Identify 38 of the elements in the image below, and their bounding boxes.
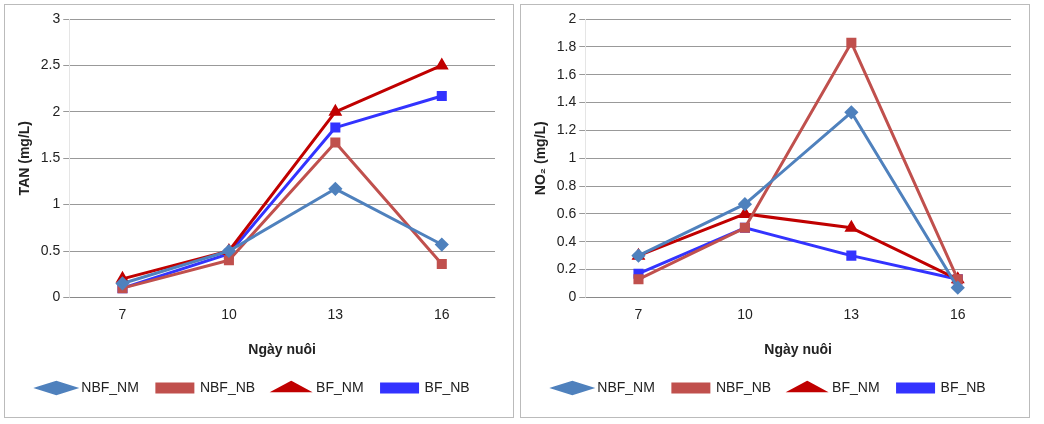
legend-label: BF_NM bbox=[832, 378, 880, 395]
x-tick-label: 10 bbox=[221, 305, 237, 322]
legend-label: BF_NB bbox=[424, 378, 470, 395]
x-axis-title: Ngày nuôi bbox=[248, 341, 316, 358]
legend-label: BF_NB bbox=[940, 378, 986, 395]
y-tick-label: 1.5 bbox=[40, 149, 61, 166]
x-tick-label: 16 bbox=[433, 305, 450, 322]
y-tick-label: 0.2 bbox=[556, 260, 577, 277]
x-tick-label: 10 bbox=[737, 305, 753, 322]
x-tick-label: 7 bbox=[634, 305, 643, 322]
y-tick-label: 2 bbox=[52, 102, 61, 119]
y-axis-title: NO₂ (mg/L) bbox=[532, 121, 549, 196]
y-tick-label: 0 bbox=[52, 288, 61, 305]
y-tick-label: 0.5 bbox=[40, 241, 61, 258]
y-tick-label: 1.2 bbox=[556, 121, 577, 138]
legend-label: NBF_NB bbox=[199, 378, 256, 395]
y-tick-label: 2 bbox=[568, 9, 577, 26]
y-tick-label: 3 bbox=[52, 9, 61, 26]
legend-label: BF_NM bbox=[316, 378, 364, 395]
x-tick-label: 13 bbox=[843, 305, 860, 322]
x-tick-label: 13 bbox=[327, 305, 344, 322]
legend-label: NBF_NM bbox=[597, 378, 655, 395]
y-tick-label: 1 bbox=[568, 149, 577, 166]
y-tick-label: 0 bbox=[568, 288, 577, 305]
x-tick-label: 7 bbox=[118, 305, 127, 322]
legend-label: NBF_NB bbox=[715, 378, 772, 395]
x-axis-title: Ngày nuôi bbox=[764, 341, 832, 358]
y-tick-label: 0.4 bbox=[556, 232, 577, 249]
y-tick-label: 1.6 bbox=[556, 65, 577, 82]
y-tick-label: 0.8 bbox=[556, 176, 577, 193]
x-tick-label: 16 bbox=[949, 305, 966, 322]
y-tick-label: 1 bbox=[52, 195, 61, 212]
y-tick-label: 0.6 bbox=[556, 204, 577, 221]
y-tick-label: 2.5 bbox=[40, 56, 61, 73]
legend-label: NBF_NM bbox=[81, 378, 139, 395]
y-axis-title: TAN (mg/L) bbox=[16, 121, 33, 196]
y-tick-label: 1.4 bbox=[556, 93, 577, 110]
y-tick-label: 1.8 bbox=[556, 37, 577, 54]
